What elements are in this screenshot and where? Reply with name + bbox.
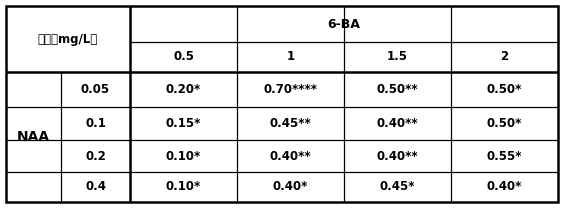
Text: 0.40**: 0.40** — [377, 150, 418, 162]
Text: 0.5: 0.5 — [173, 51, 194, 63]
Text: 0.10*: 0.10* — [166, 181, 201, 193]
Text: 0.40**: 0.40** — [377, 117, 418, 130]
Text: 0.40*: 0.40* — [273, 181, 308, 193]
Text: 0.2: 0.2 — [85, 150, 106, 162]
Text: 0.50*: 0.50* — [487, 117, 522, 130]
Text: 0.45*: 0.45* — [380, 181, 415, 193]
Text: 0.10*: 0.10* — [166, 150, 201, 162]
Text: 0.50**: 0.50** — [377, 83, 418, 96]
Text: 0.4: 0.4 — [85, 181, 106, 193]
Text: 6-BA: 6-BA — [328, 17, 360, 31]
Text: 0.1: 0.1 — [85, 117, 106, 130]
Text: NAA: NAA — [17, 130, 50, 144]
Text: 0.55*: 0.55* — [487, 150, 522, 162]
Text: 0.45**: 0.45** — [270, 117, 311, 130]
Text: 1: 1 — [287, 51, 294, 63]
Text: 0.15*: 0.15* — [166, 117, 201, 130]
Text: 0.40**: 0.40** — [270, 150, 311, 162]
Text: 2: 2 — [500, 51, 509, 63]
Text: 0.40*: 0.40* — [487, 181, 522, 193]
Text: 1.5: 1.5 — [387, 51, 408, 63]
Text: 0.20*: 0.20* — [166, 83, 201, 96]
Text: 0.50*: 0.50* — [487, 83, 522, 96]
Text: 浓度（mg/L）: 浓度（mg/L） — [38, 32, 98, 46]
Text: 0.70****: 0.70**** — [263, 83, 318, 96]
Text: 0.05: 0.05 — [81, 83, 110, 96]
